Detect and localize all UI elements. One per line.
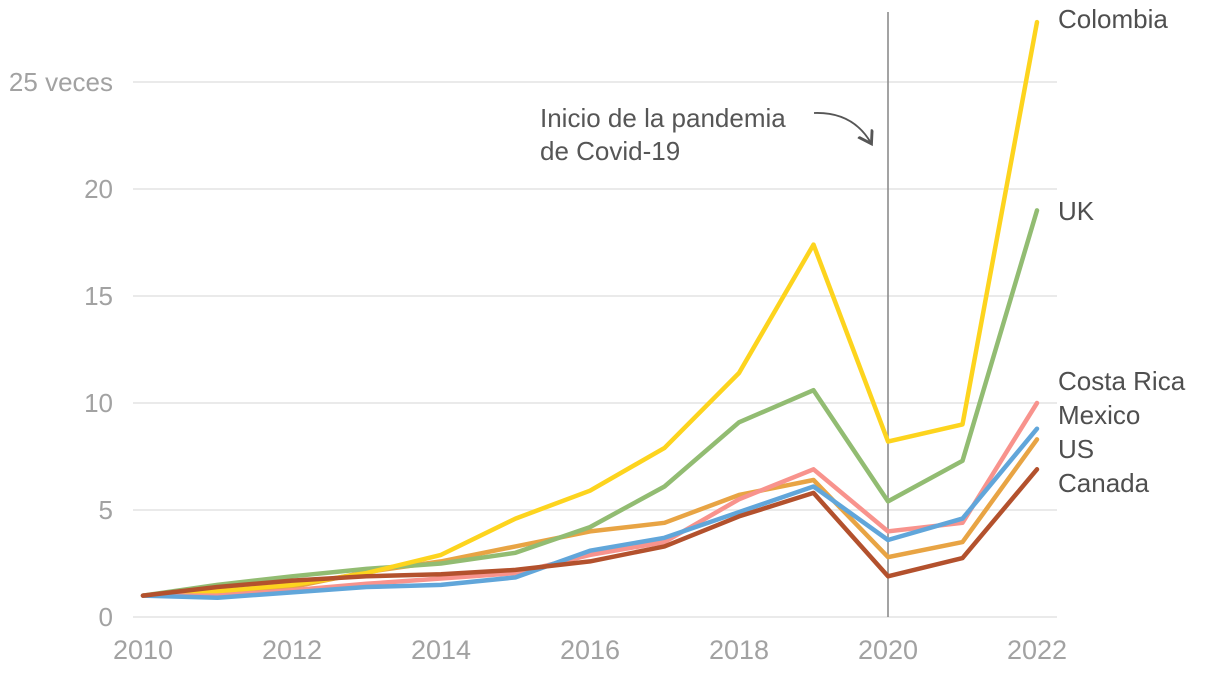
series-label-colombia: Colombia xyxy=(1058,4,1168,34)
annotation-line-1: Inicio de la pandemia xyxy=(540,103,786,133)
x-tick-label-2020: 2020 xyxy=(858,635,918,665)
series-label-costa-rica: Costa Rica xyxy=(1058,366,1186,396)
series-line-uk xyxy=(140,208,1040,598)
x-tick-label-2014: 2014 xyxy=(411,635,471,665)
x-axis-labels: 2010 2012 2014 2016 2018 2020 2022 xyxy=(113,635,1067,665)
y-tick-label-15: 15 xyxy=(84,281,113,311)
y-tick-label-25: 25 veces xyxy=(9,67,113,97)
x-tick-label-2010: 2010 xyxy=(113,635,173,665)
series-end-labels: Colombia UK Costa Rica Mexico US Canada xyxy=(1058,4,1186,498)
annotation-arrow-icon xyxy=(813,112,871,143)
pandemic-annotation: Inicio de la pandemia de Covid-19 xyxy=(540,103,871,166)
series-line-colombia xyxy=(140,19,1040,598)
series-line-costa-rica xyxy=(140,400,1040,598)
x-tick-label-2016: 2016 xyxy=(560,635,620,665)
x-tick-label-2018: 2018 xyxy=(709,635,769,665)
annotation-line-2: de Covid-19 xyxy=(540,136,680,166)
y-tick-label-10: 10 xyxy=(84,388,113,418)
y-tick-label-0: 0 xyxy=(99,602,113,632)
series-label-canada: Canada xyxy=(1058,468,1150,498)
x-tick-label-2012: 2012 xyxy=(262,635,322,665)
series-label-uk: UK xyxy=(1058,196,1095,226)
x-tick-label-2022: 2022 xyxy=(1007,635,1067,665)
series-label-us: US xyxy=(1058,434,1094,464)
y-gridlines xyxy=(133,81,1057,618)
series-line-canada xyxy=(140,467,1040,598)
series-label-mexico: Mexico xyxy=(1058,400,1140,430)
y-tick-label-5: 5 xyxy=(99,495,113,525)
series-line-mexico xyxy=(140,426,1040,600)
y-axis-labels: 0 5 10 15 20 25 veces xyxy=(9,67,113,632)
y-tick-label-20: 20 xyxy=(84,174,113,204)
series-lines xyxy=(140,19,1040,600)
